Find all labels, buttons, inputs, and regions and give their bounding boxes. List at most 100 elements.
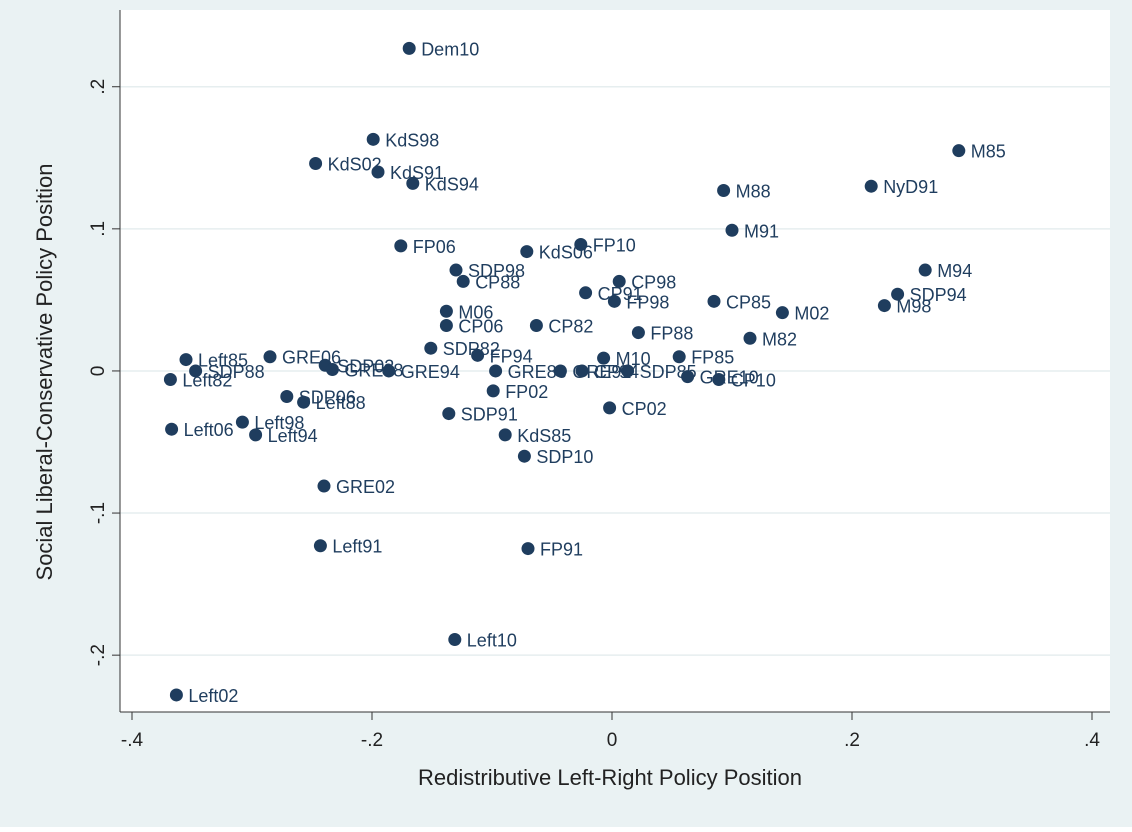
point-label: M02 <box>794 304 829 324</box>
point-label: CP98 <box>631 272 676 292</box>
point-label: M85 <box>971 142 1006 162</box>
y-tick-label: -.1 <box>88 502 109 524</box>
point-label: M82 <box>762 329 797 349</box>
point <box>249 428 263 442</box>
point <box>394 239 408 253</box>
y-tick-label: .2 <box>88 79 109 95</box>
point <box>891 287 905 301</box>
point-label: FP98 <box>626 292 669 312</box>
point <box>743 331 757 345</box>
point-label: SDP94 <box>910 285 967 305</box>
point-label: FP10 <box>593 235 636 255</box>
point <box>520 245 534 259</box>
point <box>456 274 470 288</box>
point <box>603 401 617 415</box>
point-label: M91 <box>744 221 779 241</box>
point-label: SDP91 <box>461 405 518 425</box>
point <box>553 364 567 378</box>
point <box>449 263 463 277</box>
point <box>681 370 695 384</box>
point-label: FP02 <box>505 382 548 402</box>
point-label: FP85 <box>691 348 734 368</box>
point <box>952 144 966 158</box>
point <box>489 364 503 378</box>
point-label: M10 <box>616 349 651 369</box>
point-label: SDP10 <box>536 447 593 467</box>
point <box>529 318 543 332</box>
point-label: M94 <box>937 261 972 281</box>
point <box>442 407 456 421</box>
point <box>189 364 203 378</box>
point <box>317 479 331 493</box>
point <box>371 165 385 179</box>
y-tick-label: 0 <box>88 366 109 377</box>
y-axis-label: Social Liberal-Conservative Policy Posit… <box>32 164 57 581</box>
point <box>366 132 380 146</box>
point <box>179 353 193 367</box>
point <box>424 341 438 355</box>
point <box>235 415 249 429</box>
x-tick-label: -.2 <box>361 730 383 751</box>
point <box>621 364 635 378</box>
point <box>486 384 500 398</box>
y-tick-label: .1 <box>88 221 109 237</box>
point <box>313 539 327 553</box>
point-label: SDP82 <box>443 339 500 359</box>
point-label: SDP98 <box>468 261 525 281</box>
point-label: SDP88 <box>208 362 265 382</box>
y-tick-label: -.2 <box>88 644 109 666</box>
point <box>297 395 311 409</box>
point <box>382 364 396 378</box>
point-label: M88 <box>736 181 771 201</box>
x-tick-label: -.4 <box>121 730 144 751</box>
point <box>579 286 593 300</box>
x-tick-label: .2 <box>844 730 860 751</box>
point-label: KdS94 <box>425 174 479 194</box>
point-label: Left02 <box>188 686 238 706</box>
point <box>597 351 611 365</box>
point <box>448 633 462 647</box>
point-label: CP82 <box>548 316 593 336</box>
point <box>402 41 416 55</box>
point-label: NyD91 <box>883 177 938 197</box>
point <box>672 350 686 364</box>
point <box>707 294 721 308</box>
x-axis-label: Redistributive Left-Right Policy Positio… <box>418 765 802 790</box>
point-label: Left10 <box>467 631 517 651</box>
point <box>575 364 589 378</box>
point <box>631 326 645 340</box>
point <box>263 350 277 364</box>
point <box>280 390 294 404</box>
point <box>574 237 588 251</box>
point-label: SDP06 <box>299 388 356 408</box>
plot-area <box>120 10 1110 712</box>
point-label: Left06 <box>184 420 234 440</box>
point-label: Left94 <box>268 426 318 446</box>
point-label: GRE94 <box>401 362 460 382</box>
point <box>406 176 420 190</box>
point-label: FP06 <box>413 237 456 257</box>
point <box>918 263 932 277</box>
point <box>517 449 531 463</box>
point <box>607 294 621 308</box>
point <box>439 318 453 332</box>
point-label: FP94 <box>490 346 533 366</box>
point <box>325 363 339 377</box>
point-label: KdS85 <box>517 426 571 446</box>
point <box>712 372 726 386</box>
point <box>717 183 731 197</box>
point-label: GRE02 <box>336 477 395 497</box>
point-label: FP88 <box>650 324 693 344</box>
x-tick-label: .4 <box>1084 730 1100 751</box>
point <box>877 299 891 313</box>
point-label: Left98 <box>254 413 304 433</box>
point-label: GRE91 <box>572 362 631 382</box>
point-label: Left88 <box>316 393 366 413</box>
point-label: CP88 <box>475 272 520 292</box>
point <box>612 274 626 288</box>
point <box>725 223 739 237</box>
point-label: Left91 <box>332 537 382 557</box>
point <box>498 428 512 442</box>
point-label: CP85 <box>726 292 771 312</box>
